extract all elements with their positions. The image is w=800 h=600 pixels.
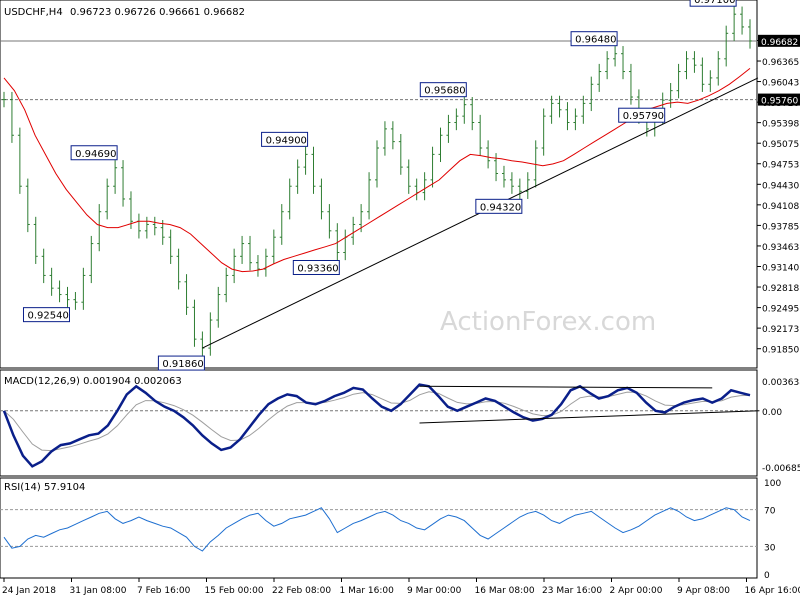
macd-line — [2, 383, 751, 468]
price-label-box — [292, 259, 340, 275]
macd-y-tick-label: 0.00 — [762, 408, 782, 418]
price-label-box — [475, 198, 523, 214]
price-y-tick-label: 0.91850 — [762, 346, 799, 356]
price-y-tick-label: 0.92495 — [762, 305, 799, 315]
x-tick-label: 24 Jan 2018 — [2, 586, 56, 596]
macd-title: MACD(12,26,9) 0.001904 0.002063 — [4, 376, 182, 387]
x-tick-label: 16 Apr 16:00 — [745, 586, 800, 596]
price-label-box — [689, 0, 737, 7]
x-tick-label: 31 Jan 08:00 — [70, 586, 127, 596]
price-label-box — [618, 107, 666, 123]
price-y-tick-label: 0.96365 — [762, 58, 799, 68]
price-current-marker-label: 0.95760 — [761, 97, 798, 107]
price-y-tick-label: 0.94430 — [762, 181, 799, 191]
x-tick-label: 22 Feb 08:00 — [272, 586, 331, 596]
price-y-tick-label: 0.93140 — [762, 264, 799, 274]
macd-y-tick-label: 0.003638 — [762, 378, 800, 388]
price-label-box — [419, 82, 467, 98]
x-tick-label: 2 Apr 00:00 — [610, 586, 663, 596]
rsi-title: RSI(14) 57.9104 — [4, 482, 85, 493]
x-tick-label: 16 Mar 08:00 — [475, 586, 535, 596]
macd-signal-line — [3, 391, 751, 452]
watermark: ActionForex.com — [440, 307, 656, 337]
price-label-box — [70, 145, 118, 161]
price-label: 0.92540 — [27, 311, 68, 322]
price-label: 0.95790 — [623, 111, 664, 122]
price-label: 0.94690 — [75, 149, 116, 160]
price-y-tick-label: 0.95398 — [762, 120, 799, 130]
price-label: 0.94320 — [480, 202, 521, 213]
price-label: 0.95680 — [424, 86, 465, 97]
macd-trendline — [419, 410, 760, 424]
price-label: 0.97100 — [694, 0, 735, 6]
price-label: 0.91860 — [162, 359, 203, 370]
x-tick-label: 9 Apr 08:00 — [677, 586, 730, 596]
rsi-y-tick-label: 0 — [764, 571, 770, 581]
macd-trendline — [419, 385, 713, 389]
ohlc-values: 0.96723 0.96726 0.96661 0.96682 — [70, 7, 245, 18]
x-tick-label: 23 Mar 16:00 — [542, 586, 602, 596]
price-label: 0.96480 — [575, 35, 616, 46]
price-y-tick-label: 0.92818 — [762, 284, 799, 294]
x-tick-label: 1 Mar 16:00 — [340, 586, 395, 596]
macd-y-tick-label: -0.006858 — [762, 464, 800, 474]
price-y-tick-label: 0.93785 — [762, 222, 799, 232]
price-label: 0.93360 — [297, 263, 338, 274]
rsi-y-tick-label: 30 — [764, 543, 776, 553]
rsi-y-tick-label: 100 — [764, 479, 781, 489]
price-panel — [0, 0, 758, 369]
price-y-tick-label: 0.93463 — [762, 243, 799, 253]
price-current-marker — [758, 93, 800, 106]
price-y-tick-label: 0.94753 — [762, 161, 799, 171]
price-label-box — [261, 131, 309, 147]
price-y-tick-label: 0.92173 — [762, 325, 799, 335]
price-y-tick-label: 0.95075 — [762, 140, 799, 150]
price-label-box — [570, 31, 618, 47]
x-tick-label: 9 Mar 00:00 — [407, 586, 462, 596]
x-tick-label: 15 Feb 00:00 — [205, 586, 264, 596]
chart-symbol: USDCHF,H4 — [4, 7, 63, 18]
rsi-panel — [0, 477, 758, 579]
rsi-y-tick-label: 70 — [764, 507, 776, 517]
price-current-marker — [758, 34, 800, 47]
rsi-line — [3, 507, 751, 552]
x-tick-label: 7 Feb 16:00 — [137, 586, 191, 596]
price-y-tick-label: 0.94108 — [762, 202, 799, 212]
price-y-tick-label: 0.96043 — [762, 79, 799, 89]
price-label: 0.94900 — [266, 135, 307, 146]
price-label-box — [157, 355, 205, 371]
price-label-box — [22, 307, 70, 323]
price-current-marker-label: 0.96682 — [761, 38, 798, 48]
